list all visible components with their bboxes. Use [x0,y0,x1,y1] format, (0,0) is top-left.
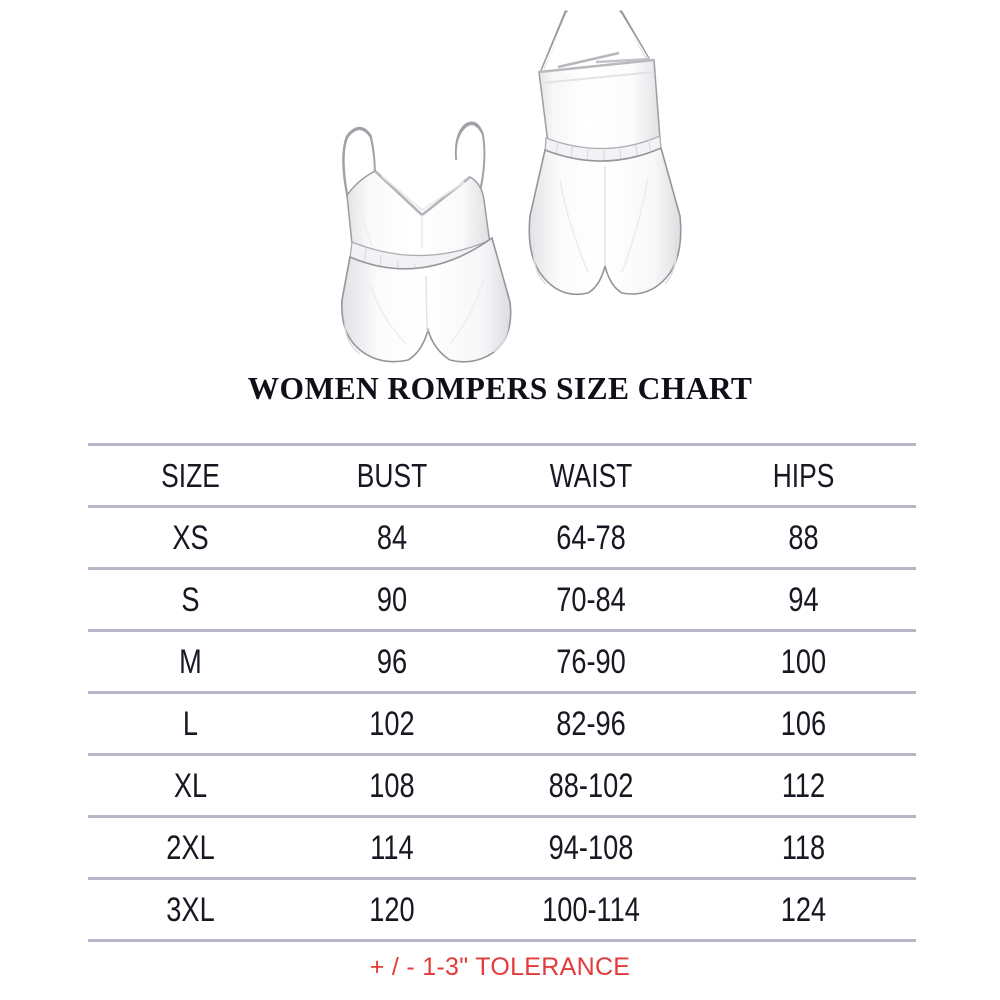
size-chart-table: SIZE BUST WAIST HIPS XS 84 64-78 88 S 90… [88,443,916,942]
cell-size: 2XL [108,815,273,879]
cell-bust: 120 [312,877,472,942]
cell-size: L [108,691,273,755]
romper-back-view-image [528,10,682,296]
cell-size: XS [108,505,273,569]
column-header-bust: BUST [312,443,472,507]
table-row: XL 108 88-102 112 [88,753,916,817]
cell-bust: 108 [312,753,472,817]
shoulder-strap-left-back [539,10,568,75]
table-row: XS 84 64-78 88 [88,505,916,569]
shoulder-strap-right-back [619,10,652,64]
cell-waist: 82-96 [511,691,671,755]
cell-waist: 94-108 [511,815,671,879]
cell-hips: 124 [713,877,894,942]
cell-hips: 118 [713,815,894,879]
shoulder-strap-right-front [454,121,486,189]
table-header-row: SIZE BUST WAIST HIPS [88,443,916,507]
table-row: S 90 70-84 94 [88,567,916,631]
cell-waist: 100-114 [511,877,671,942]
cell-size: S [108,567,273,631]
romper-front-view-image [341,121,512,363]
cell-hips: 100 [713,629,894,693]
cell-waist: 70-84 [511,567,671,631]
cell-hips: 106 [713,691,894,755]
table-row: M 96 76-90 100 [88,629,916,693]
cell-size: M [108,629,273,693]
cell-hips: 88 [713,505,894,569]
cell-bust: 90 [312,567,472,631]
cell-waist: 76-90 [511,629,671,693]
table-row: 2XL 114 94-108 118 [88,815,916,879]
tolerance-note: + / - 1-3" TOLERANCE [369,953,631,981]
cell-bust: 84 [312,505,472,569]
cell-waist: 88-102 [511,753,671,817]
cell-hips: 112 [713,753,894,817]
cell-hips: 94 [713,567,894,631]
cell-size: XL [108,753,273,817]
strap-crossover-back [557,51,651,69]
shoulder-strap-left-front [342,126,376,197]
cell-size: 3XL [108,877,273,942]
cell-bust: 114 [312,815,472,879]
cell-bust: 102 [312,691,472,755]
product-image-group [0,0,1000,370]
page-title: WOMEN ROMPERS SIZE CHART [247,371,753,406]
table-row: 3XL 120 100-114 124 [88,877,916,942]
table-row: L 102 82-96 106 [88,691,916,755]
column-header-size: SIZE [108,443,273,507]
cell-bust: 96 [312,629,472,693]
bodice-front [346,170,491,259]
column-header-waist: WAIST [511,443,671,507]
cell-waist: 64-78 [511,505,671,569]
column-header-hips: HIPS [713,443,894,507]
